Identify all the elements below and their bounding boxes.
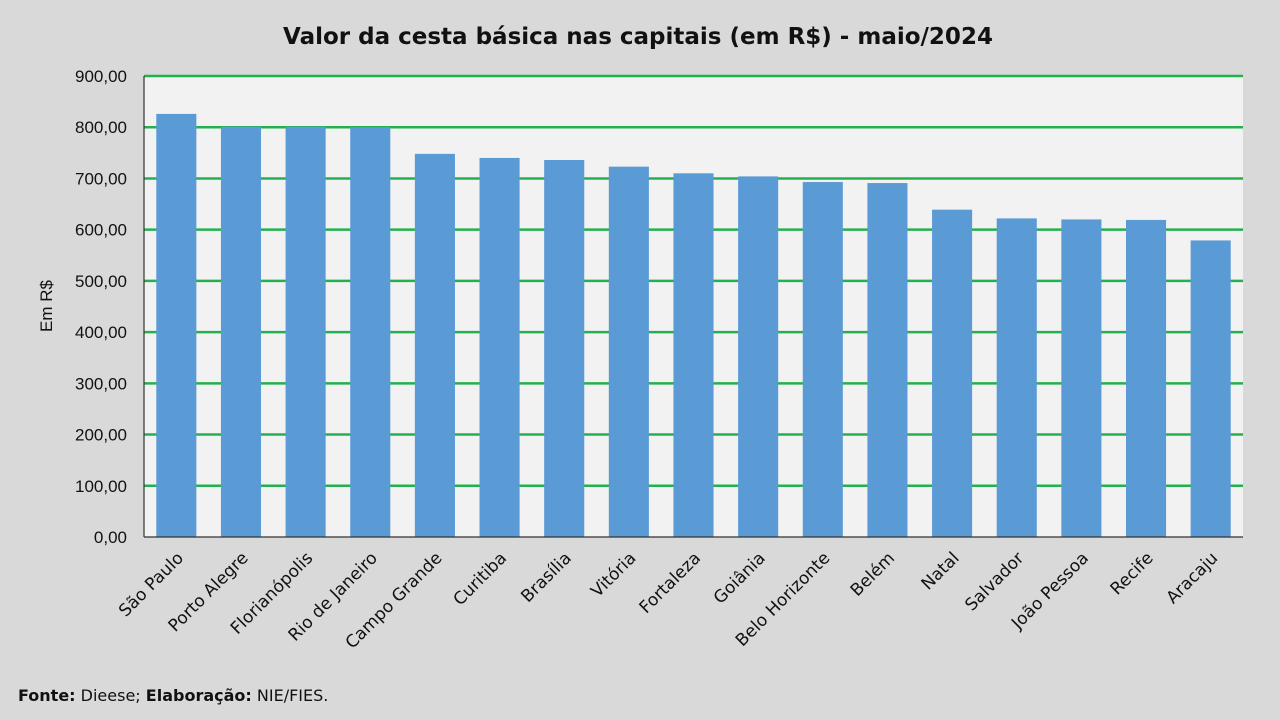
x-tick-label: Vitória	[587, 548, 640, 601]
bar	[738, 176, 779, 537]
x-tick-label: Brasília	[517, 548, 575, 606]
bar	[479, 157, 520, 537]
bar	[1190, 240, 1231, 537]
x-tick-label: Fortaleza	[636, 548, 705, 617]
y-tick-label: 600,00	[75, 221, 127, 240]
y-tick-label: 500,00	[75, 272, 127, 291]
bar	[1061, 219, 1102, 537]
x-tick-label: Belém	[847, 548, 899, 600]
x-tick-label: Recife	[1107, 548, 1158, 599]
x-tick-label: Curitiba	[450, 548, 511, 609]
bar	[608, 166, 649, 537]
bar	[673, 173, 714, 538]
bar	[932, 209, 973, 537]
footer-source: Fonte: Dieese; Elaboração: NIE/FIES.	[18, 686, 328, 705]
x-tick-label: Goiânia	[710, 548, 770, 608]
y-axis-label: Em R$	[37, 279, 56, 332]
y-tick-label: 200,00	[75, 426, 127, 445]
y-tick-label: 0,00	[94, 528, 127, 547]
bar	[220, 126, 262, 538]
bar	[802, 182, 843, 537]
bar	[1125, 219, 1167, 537]
x-tick-label: Natal	[918, 548, 964, 594]
chart-title: Valor da cesta básica nas capitais (em R…	[283, 24, 993, 50]
y-tick-label: 800,00	[75, 118, 127, 137]
y-tick-label: 300,00	[75, 374, 127, 393]
y-tick-label: 400,00	[75, 323, 127, 342]
bar	[544, 160, 585, 537]
credit-value: NIE/FIES.	[256, 686, 329, 705]
x-tick-label: Aracaju	[1163, 548, 1223, 608]
y-axis-ticks: 0,00 100,00 200,00 300,00 400,00 500,00 600,00…	[75, 67, 127, 547]
bars	[156, 113, 1231, 538]
bar	[350, 127, 391, 537]
credit-label: Elaboração:	[145, 686, 252, 705]
source-label: Fonte:	[18, 686, 76, 705]
bar	[867, 183, 908, 537]
bar	[156, 113, 197, 537]
y-tick-label: 900,00	[75, 67, 127, 86]
x-tick-label: Salvador	[961, 548, 1028, 615]
bar-chart: Valor da cesta básica nas capitais (em R…	[37, 24, 1243, 653]
y-tick-label: 700,00	[75, 169, 127, 188]
source-value: Dieese;	[80, 686, 141, 705]
bar	[414, 153, 455, 537]
bar	[996, 218, 1037, 538]
bar	[285, 126, 326, 538]
y-tick-label: 100,00	[75, 477, 127, 496]
